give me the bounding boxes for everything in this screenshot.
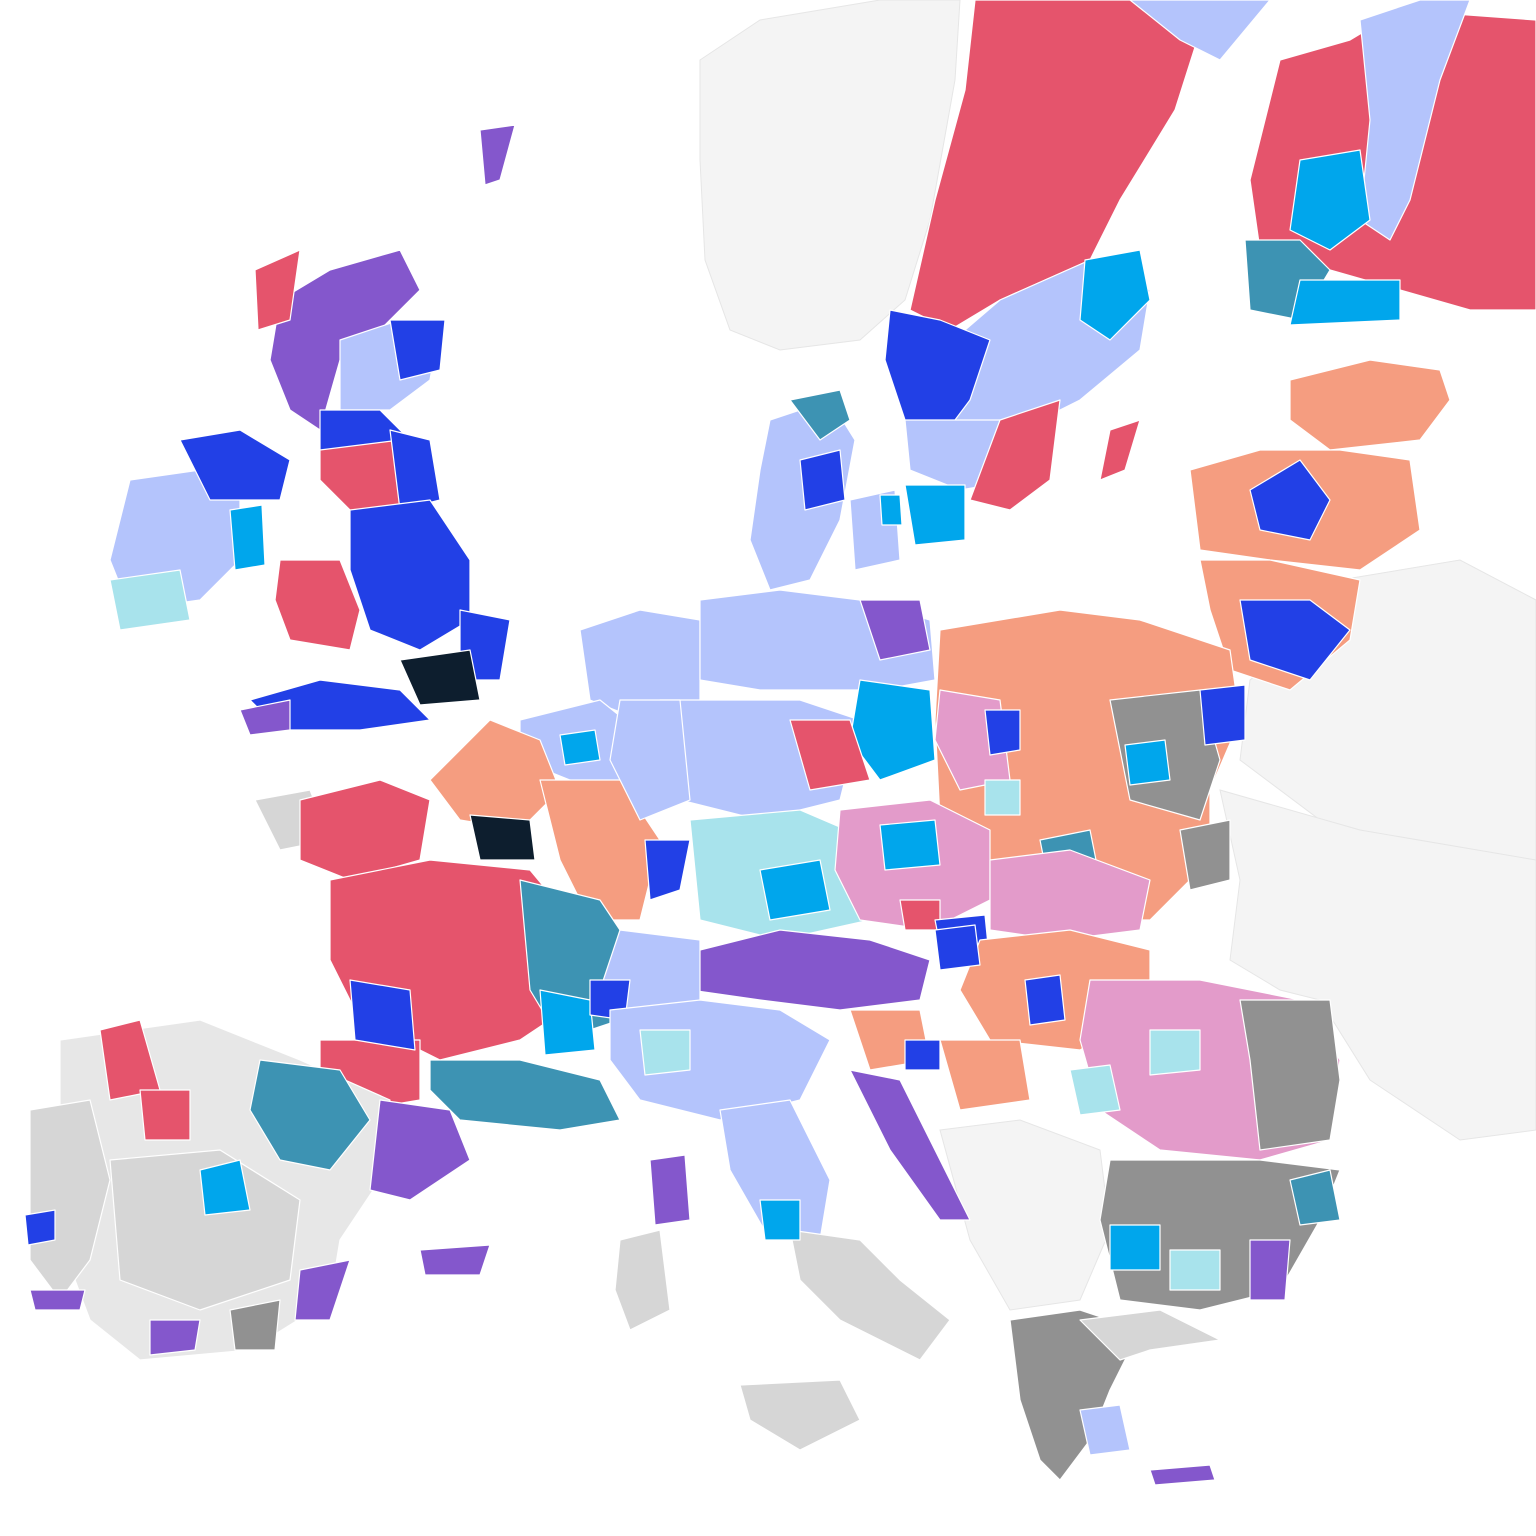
region-bordeaux (349, 979, 416, 1051)
region-budapest (1024, 974, 1066, 1026)
region-valencia (294, 1259, 351, 1321)
region-zagreb (904, 1039, 941, 1071)
region-estonia (1289, 359, 1451, 451)
region-denmark-north (789, 389, 851, 441)
region-vienna (934, 924, 981, 971)
region-sweden-southeast (969, 399, 1061, 511)
region-valladolid (139, 1089, 191, 1141)
region-slovakia (989, 849, 1151, 941)
region-corsica (649, 1154, 691, 1226)
region-england-north-east (389, 429, 441, 511)
region-lisbon (24, 1209, 56, 1246)
norway-ghost-shape (699, 0, 961, 351)
region-portugal-south (29, 1289, 86, 1311)
region-germany-east-red (789, 719, 871, 791)
region-basque (249, 1059, 371, 1171)
region-denmark-east (799, 449, 846, 511)
region-romania-east-grey (1239, 999, 1341, 1151)
region-athens (1079, 1404, 1131, 1456)
region-dublin (229, 504, 266, 571)
region-sicily (739, 1379, 861, 1451)
region-greece-light (1079, 1309, 1221, 1361)
region-austria-alps (689, 929, 931, 1011)
region-helsinki (1289, 279, 1401, 326)
region-finland-central (1289, 149, 1371, 251)
region-spain-central-grey (109, 1149, 301, 1311)
region-wales (274, 559, 361, 651)
region-portugal (29, 1099, 111, 1301)
region-italy-south (789, 1229, 951, 1361)
region-france-south (429, 1059, 621, 1131)
region-sofia (1109, 1224, 1161, 1271)
region-catalonia (369, 1099, 471, 1201)
region-spain-dark-grey (229, 1299, 281, 1351)
region-alsace (644, 839, 691, 901)
region-england-mid (349, 499, 471, 651)
ukraine-ghost-shape (1219, 789, 1536, 1141)
region-ireland-south (109, 569, 191, 631)
region-croatia-inland (939, 1039, 1031, 1111)
region-milan (639, 1029, 691, 1076)
region-bulgaria-purple (1249, 1239, 1291, 1301)
region-czech-south-red (899, 899, 941, 931)
region-warsaw (1124, 739, 1171, 786)
region-stockholm (1079, 249, 1151, 341)
region-munich (759, 859, 831, 921)
region-gotland (1099, 419, 1141, 481)
region-germany-berlin-area (859, 599, 931, 661)
region-croatia-coast (849, 1069, 971, 1221)
region-poland-se-grey (1179, 819, 1231, 891)
region-sweden-north-strip (1129, 0, 1271, 61)
region-germany-west (609, 699, 691, 821)
region-riga (1249, 459, 1331, 541)
region-northern-ireland (179, 429, 291, 501)
region-sardinia (614, 1229, 671, 1331)
region-andalusia-south (149, 1319, 201, 1356)
region-cluj (1149, 1029, 1201, 1076)
region-madrid (199, 1159, 251, 1216)
region-bulgaria-aqua (1169, 1249, 1221, 1291)
region-vilnius (1239, 599, 1351, 681)
region-skane (904, 484, 966, 546)
regions-layer (24, 0, 1536, 1486)
region-rome (759, 1199, 801, 1241)
region-wroclaw (984, 779, 1021, 816)
region-poland-ne-navy (1199, 684, 1246, 746)
region-crete-islands (1149, 1464, 1216, 1486)
region-brussels (559, 729, 601, 766)
region-balearic (419, 1244, 491, 1276)
region-copenhagen (879, 494, 903, 526)
region-romania-west-aqua (1069, 1064, 1121, 1116)
region-paris (469, 814, 536, 861)
region-aberdeen (389, 319, 446, 381)
region-lyon (539, 989, 596, 1056)
region-normandy (299, 779, 431, 881)
region-prague (879, 819, 941, 871)
region-outer-hebrides (254, 249, 301, 331)
region-finland-lapland-stripe (1359, 0, 1471, 241)
region-constanta (1289, 1169, 1341, 1226)
region-poznan (984, 709, 1021, 756)
region-shetland (479, 124, 516, 186)
region-cornwall (239, 699, 291, 736)
region-london (399, 649, 481, 706)
balkans-ghost-shape (939, 1119, 1111, 1311)
